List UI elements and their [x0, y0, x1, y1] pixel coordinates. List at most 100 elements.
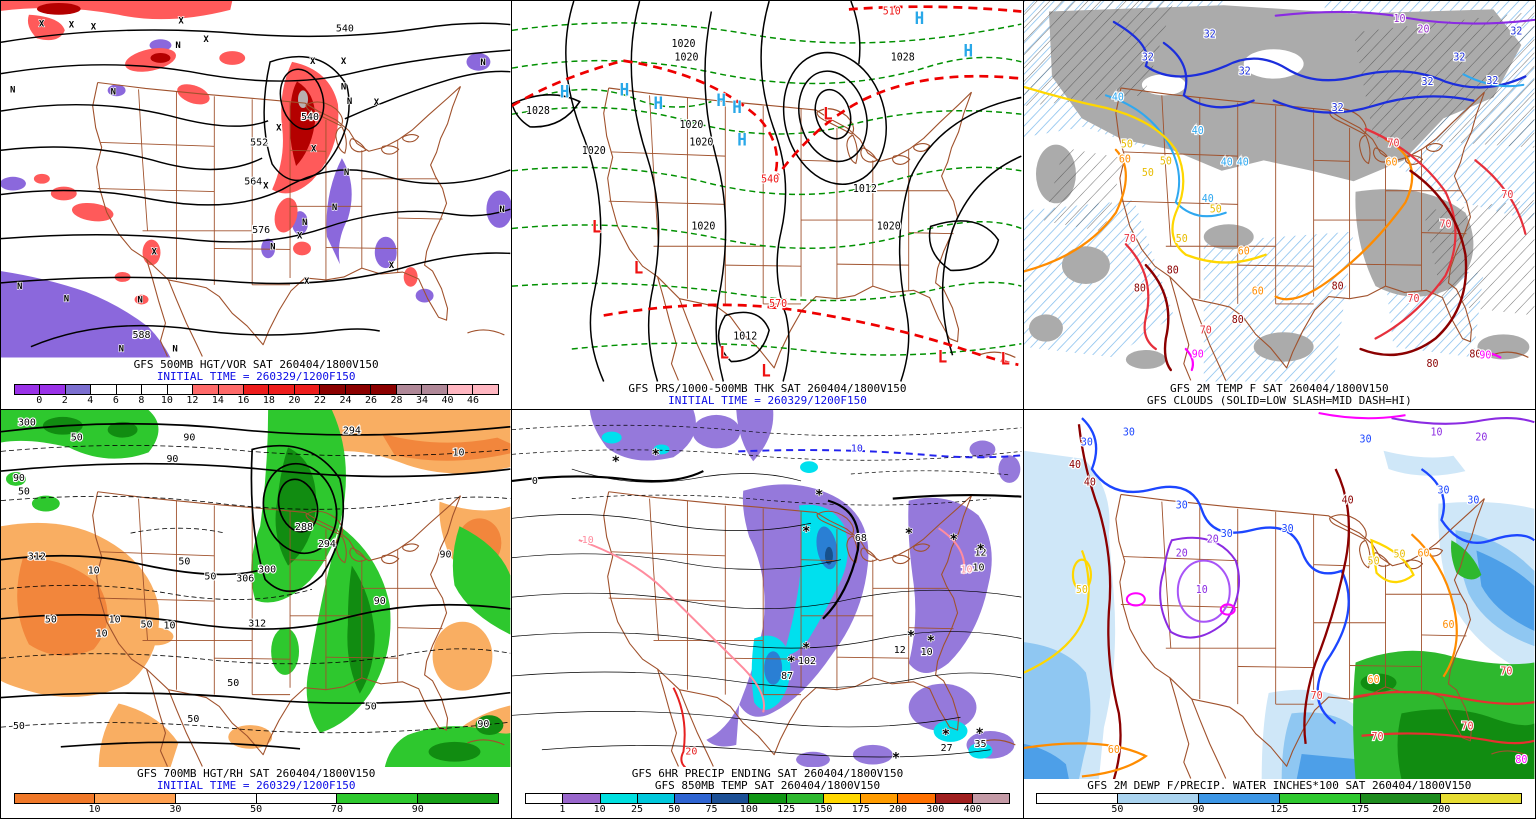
- map-label: 20: [1175, 548, 1187, 559]
- map-label: 50: [1393, 549, 1405, 560]
- map-label: 80: [1134, 283, 1146, 294]
- colorbar-segment: [861, 794, 899, 803]
- panel-title-line: INITIAL TIME = 260329/1200F150: [156, 779, 356, 792]
- colorbar-tick: 8: [138, 394, 145, 406]
- colorbar-tick: 50: [668, 804, 681, 815]
- map-label: 20: [686, 746, 698, 757]
- panel-title-line: GFS 2M TEMP F SAT 260404/1800V150: [1170, 381, 1389, 395]
- map-label: 10: [1195, 585, 1207, 596]
- map-label: 32: [1453, 53, 1465, 64]
- map-label: 50: [1076, 585, 1088, 596]
- map-label: 90: [1479, 350, 1491, 361]
- map-label: X: [152, 247, 158, 257]
- map-label: 10: [109, 614, 121, 625]
- map-label: 540: [301, 112, 319, 123]
- map-label: 20: [1206, 534, 1218, 545]
- map-label: 570: [769, 299, 787, 310]
- colorbar-tick: 10: [160, 394, 173, 406]
- map-label: 87: [781, 670, 793, 681]
- colorbar-tick: 200: [1432, 804, 1451, 815]
- colorbar-segment: [269, 384, 295, 394]
- colorbar-tick: 34: [415, 394, 429, 406]
- colorbar-segment: [95, 794, 177, 803]
- map-label: N: [347, 97, 352, 107]
- colorbar-tick: 400: [963, 804, 982, 815]
- map-label: 1020: [675, 53, 699, 64]
- colorbar-tick: 0: [36, 394, 43, 406]
- map-label: N: [64, 295, 69, 305]
- colorbar-tick: 175: [851, 804, 870, 815]
- colorbar-segment: [749, 794, 787, 803]
- map-label: 27: [941, 742, 953, 753]
- map-label: N: [17, 282, 22, 292]
- colorbar-segment: [40, 384, 66, 394]
- panel-footer: GFS 700MB HGT/RH SAT 260404/1800V150 INIT…: [1, 767, 511, 818]
- colorbar-segment: [1118, 794, 1200, 803]
- colorbar-segment: [1037, 794, 1119, 803]
- colorbar-segment: [935, 794, 973, 803]
- map-label: *: [907, 628, 915, 644]
- colorbar-segment: [674, 794, 713, 803]
- map-label: 60: [1119, 154, 1131, 165]
- map-label: 10: [453, 447, 465, 458]
- map-label: 70: [1371, 731, 1383, 742]
- map-label: 80: [1469, 349, 1481, 360]
- map-label: 288: [295, 522, 313, 533]
- panel-6hr-precip-850mb-temp: 0 10 20 10 10 102 87 68 12 10 12 10 27 35 * * * * * * * * * * * *…: [512, 409, 1024, 818]
- map-label: 300: [258, 564, 276, 575]
- map-label: 10: [921, 647, 933, 658]
- map-label: H: [738, 130, 748, 149]
- map-700mb-hgt-rh: 300 294 288 294 300 306 312 312 90 90 90 90 90 90 50 50…: [1, 409, 511, 767]
- panel-footer: GFS 6HR PRECIP ENDING SAT 260404/1800V15…: [512, 767, 1022, 818]
- map-label: *: [942, 727, 950, 743]
- map-label: 540: [336, 24, 354, 35]
- map-label: 312: [248, 618, 266, 629]
- map-label: 80: [1331, 281, 1343, 292]
- map-label: 30: [1123, 427, 1135, 438]
- map-label: 50: [187, 714, 199, 725]
- map-label: 60: [1367, 674, 1379, 685]
- map-label: 1020: [690, 137, 714, 148]
- panel-title-line: GFS 6HR PRECIP ENDING SAT 260404/1800V15…: [631, 767, 904, 780]
- map-label: N: [138, 296, 143, 306]
- map-label: 1020: [672, 39, 696, 50]
- map-label: 40: [1069, 459, 1081, 470]
- colorbar-tick: 150: [814, 804, 833, 815]
- colorbar-precip: 1 10 25 50 75 100 125 150 175 200 300 400: [525, 793, 1010, 816]
- map-label: 50: [1159, 156, 1171, 167]
- colorbar-segment: [563, 794, 601, 803]
- panel-prs-thk: 1028 1028 1020 1020 1020 1020 1020 1020 1020 1012…: [512, 1, 1024, 410]
- colorbar-segment: [345, 384, 372, 394]
- colorbar-tick: 175: [1351, 804, 1370, 815]
- map-label: 564: [244, 177, 262, 188]
- panel-title-line: INITIAL TIME = 260329/1200F150: [668, 393, 867, 407]
- map-label: H: [964, 41, 974, 60]
- map-label: 70: [1310, 691, 1322, 702]
- map-label: 306: [236, 573, 254, 584]
- map-label: 90: [1191, 349, 1203, 360]
- map-label: 50: [13, 721, 25, 732]
- map-label: 60: [1385, 157, 1397, 168]
- map-label: 70: [1439, 219, 1451, 230]
- colorbar-tick: 6: [112, 394, 119, 406]
- panel-title-line: INITIAL TIME = 260329/1200F150: [156, 369, 356, 383]
- map-label: 60: [1237, 246, 1249, 257]
- colorbar-tick: 10: [593, 804, 606, 815]
- map-label: 70: [1124, 234, 1136, 245]
- map-label: 1020: [680, 120, 704, 131]
- map-label: X: [178, 17, 184, 27]
- colorbar-tick: 90: [1192, 804, 1205, 815]
- map-label: 80: [1166, 265, 1178, 276]
- map-label: *: [612, 454, 620, 470]
- map-label: *: [787, 654, 795, 670]
- colorbar-tick: 50: [250, 804, 263, 815]
- map-label: N: [499, 205, 504, 215]
- map-label: 50: [71, 432, 83, 443]
- panel-title-line: GFS PRS/1000-500MB THK SAT 260404/1800V1…: [628, 381, 907, 395]
- map-label: X: [304, 277, 310, 287]
- map-label: X: [341, 57, 347, 67]
- colorbar-500mb-vorticity: 0 2 4 6 8 10 12 14 16 18 20 22 24 26 28 34 40 46: [13, 383, 499, 407]
- map-label: N: [332, 203, 337, 213]
- map-label: 90: [440, 549, 452, 560]
- map-label: 12: [975, 547, 987, 558]
